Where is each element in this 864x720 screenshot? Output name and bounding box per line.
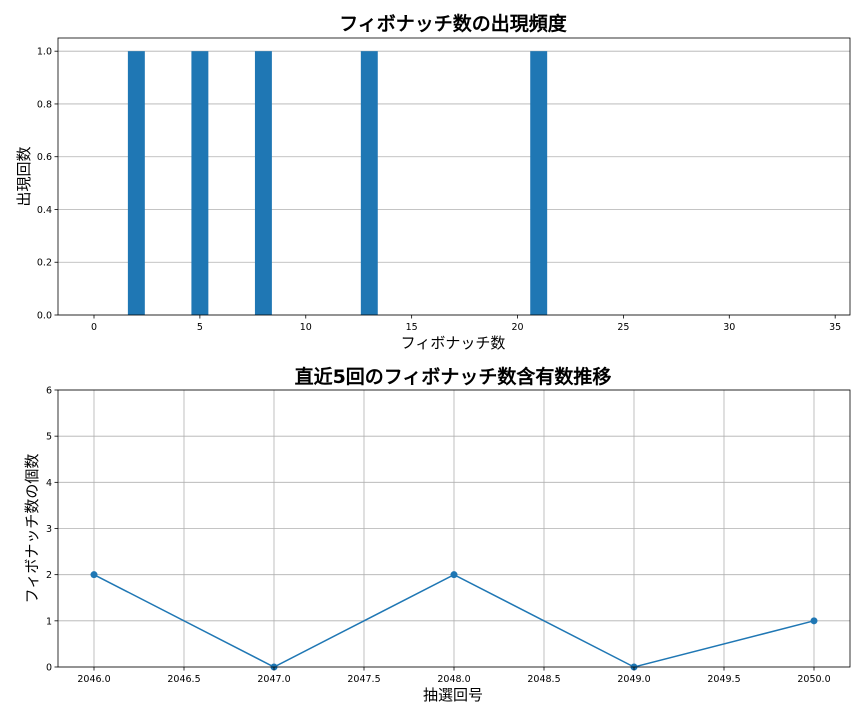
chart1-x-tick-label: 15: [406, 322, 418, 333]
chart1-bar: [360, 51, 378, 315]
chart1-bar: [191, 51, 209, 315]
chart2-data-point: [90, 571, 98, 579]
chart2-y-tick-label: 4: [46, 478, 52, 489]
chart1-plot-frame: [57, 37, 851, 316]
chart2-x-tick-label: 2046.5: [167, 674, 200, 685]
chart-fibonacci-frequency: フィボナッチ数の出現頻度 0 5 10 15 20 25 30 35 0.0 0.2 0.4 0.6…: [15, 12, 851, 352]
chart2-y-tick-label: 2: [46, 570, 52, 581]
chart1-x-tick-label: 30: [723, 322, 735, 333]
chart1-bar: [254, 51, 272, 315]
chart1-y-axis-label: 出現回数: [15, 146, 33, 206]
chart2-x-tick-label: 2048.0: [437, 674, 470, 685]
chart-fibonacci-count-trend: 直近5回のフィボナッチ数含有数推移 2046.0 2046.5 2047.0 2047…: [23, 365, 851, 704]
chart1-y-tick-label: 0.0: [37, 311, 52, 322]
chart1-x-tick-label: 0: [91, 322, 97, 333]
chart2-x-tick-label: 2049.5: [707, 674, 740, 685]
chart1-y-tick-label: 1.0: [37, 47, 52, 58]
chart1-x-tick-label: 35: [829, 322, 841, 333]
chart2-x-axis-label: 抽選回号: [423, 686, 483, 704]
chart2-x-tick-label: 2046.0: [77, 674, 110, 685]
chart2-y-tick-label: 6: [46, 386, 52, 397]
chart2-y-tick-label: 0: [46, 663, 52, 674]
chart1-title: フィボナッチ数の出現頻度: [339, 12, 568, 35]
chart2-x-tick-label: 2048.5: [527, 674, 560, 685]
chart1-x-tick-label: 5: [197, 322, 203, 333]
chart1-x-tick-label: 10: [300, 322, 312, 333]
chart2-title: 直近5回のフィボナッチ数含有数推移: [295, 365, 612, 388]
chart2-y-tick-label: 3: [46, 524, 52, 535]
chart2-y-tick-label: 1: [46, 616, 52, 627]
chart2-x-tick-label: 2050.0: [797, 674, 830, 685]
chart1-bar: [127, 51, 145, 315]
chart1-x-tick-label: 25: [617, 322, 629, 333]
chart2-x-tick-label: 2049.0: [617, 674, 650, 685]
chart2-data-point: [450, 571, 458, 579]
chart1-bar: [530, 51, 548, 315]
chart1-y-tick-label: 0.2: [37, 258, 52, 269]
chart2-x-tick-label: 2047.5: [347, 674, 380, 685]
chart1-x-axis-label: フィボナッチ数: [401, 334, 506, 352]
chart2-x-tick-label: 2047.0: [257, 674, 290, 685]
chart2-y-tick-label: 5: [46, 432, 52, 443]
chart2-y-axis-label: フィボナッチ数の個数: [23, 454, 41, 604]
chart2-data-point: [810, 617, 818, 625]
chart1-y-tick-label: 0.8: [37, 99, 52, 110]
chart1-y-tick-label: 0.4: [37, 205, 52, 216]
chart1-x-tick-label: 20: [511, 322, 523, 333]
chart1-y-tick-label: 0.6: [37, 152, 52, 163]
